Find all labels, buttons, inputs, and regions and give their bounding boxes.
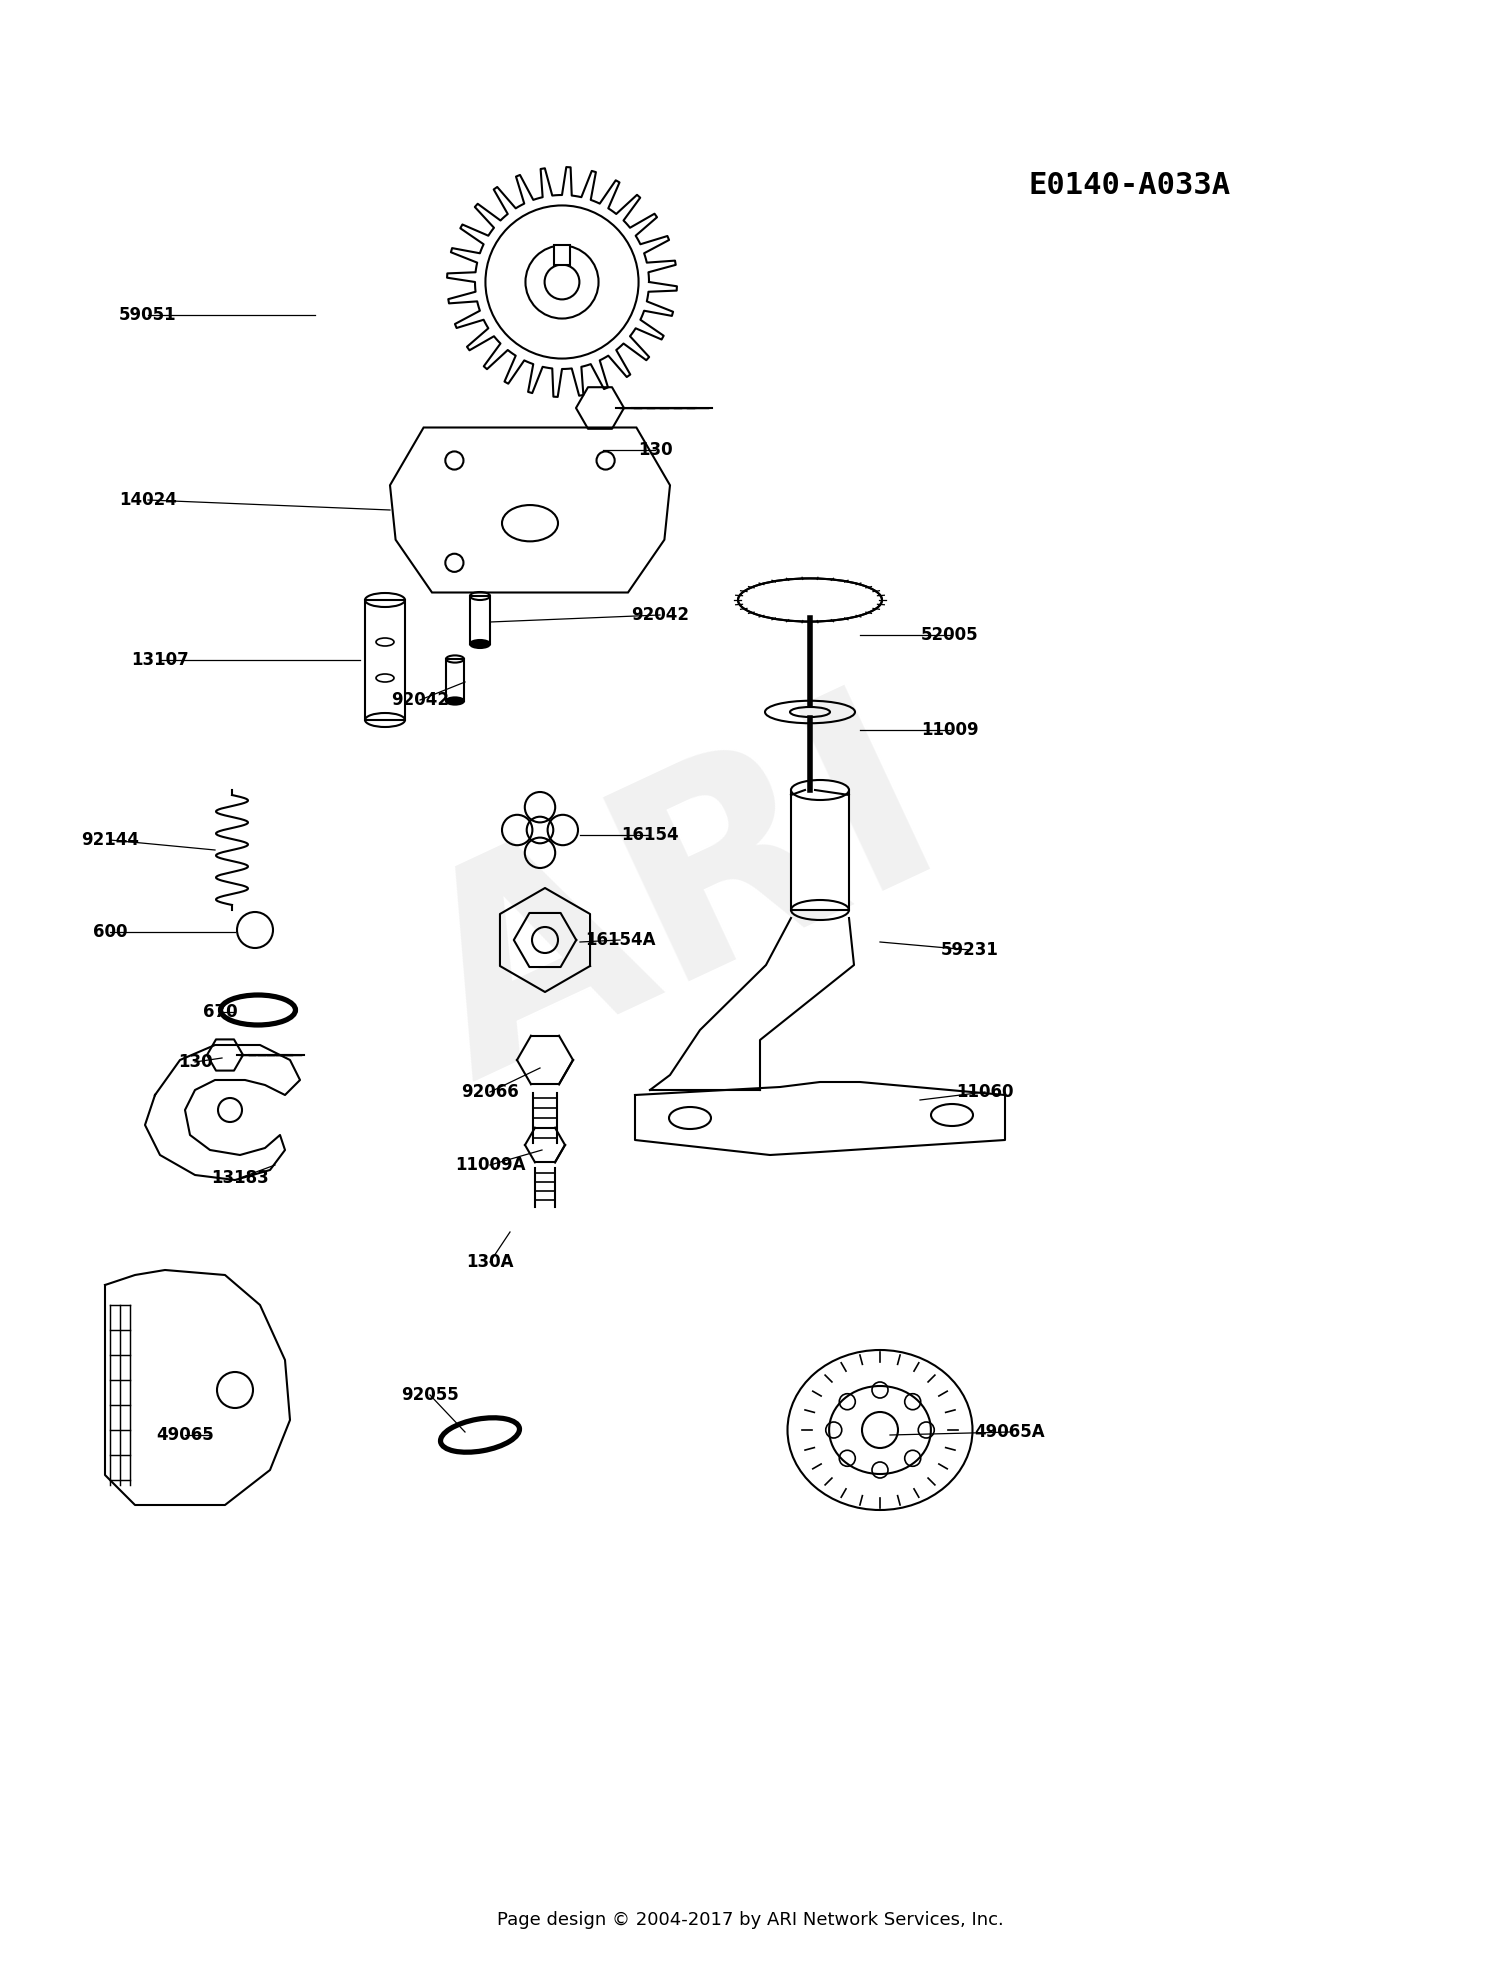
Text: 14024: 14024 [118,490,177,508]
Text: 92055: 92055 [400,1385,459,1405]
Text: 130: 130 [638,441,672,459]
Ellipse shape [738,579,882,622]
Text: 11009A: 11009A [454,1156,525,1173]
Text: 600: 600 [93,922,128,942]
Text: 11060: 11060 [957,1083,1014,1101]
Text: 92144: 92144 [81,832,140,850]
Text: 59231: 59231 [940,942,999,959]
Bar [554,245,570,265]
Text: 52005: 52005 [921,626,980,644]
Text: 16154A: 16154A [585,932,656,950]
Text: 59051: 59051 [118,306,177,324]
Ellipse shape [790,781,849,800]
Text: 670: 670 [202,1003,237,1020]
Ellipse shape [470,640,490,647]
Text: ARI: ARI [381,665,978,1134]
Text: 130: 130 [177,1054,213,1071]
Bar [470,596,490,644]
Text: 11009: 11009 [921,720,980,740]
Text: 13107: 13107 [130,651,189,669]
Ellipse shape [788,1350,972,1511]
Bar [790,791,849,910]
Text: 16154: 16154 [621,826,680,844]
Text: 92042: 92042 [392,691,448,708]
Bar [364,600,405,720]
Text: 13183: 13183 [211,1169,268,1187]
Text: 92042: 92042 [632,606,688,624]
Ellipse shape [446,697,464,704]
Text: 49065A: 49065A [975,1422,1046,1440]
Text: 130A: 130A [466,1254,513,1271]
Text: Page design © 2004-2017 by ARI Network Services, Inc.: Page design © 2004-2017 by ARI Network S… [496,1911,1004,1929]
Bar [446,659,464,700]
Text: 92066: 92066 [460,1083,519,1101]
Text: E0140-A033A: E0140-A033A [1029,171,1231,200]
Text: 49065: 49065 [156,1426,214,1444]
